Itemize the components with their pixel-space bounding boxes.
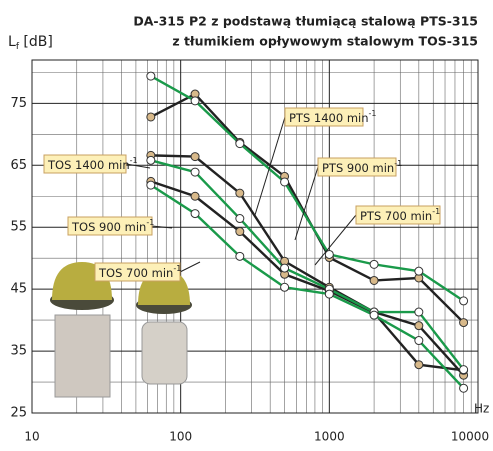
label-box — [94, 262, 181, 282]
series-label-name: PTS 1400 min — [289, 111, 369, 125]
data-point — [235, 214, 245, 224]
series-label-name: TOS 700 min — [98, 266, 173, 280]
data-point — [324, 289, 334, 299]
y-tick-label: 25 — [10, 406, 27, 421]
data-point — [369, 259, 379, 269]
label-leader — [125, 163, 151, 169]
y-axis-label-unit: [dB] — [19, 34, 53, 50]
data-point — [146, 180, 156, 190]
series-label-name: PTS 900 min — [322, 161, 394, 175]
y-axis-label-main: L — [8, 34, 16, 50]
y-tick-label: 65 — [10, 158, 27, 173]
series-label: PTS 900 min-1 — [322, 159, 402, 175]
y-tick-label: 35 — [10, 344, 27, 359]
series-label: PTS 700 min-1 — [360, 207, 440, 223]
plot-frame — [31, 59, 479, 414]
data-point — [190, 209, 200, 219]
data-point — [190, 152, 200, 162]
data-point — [146, 71, 156, 81]
data-point — [414, 321, 424, 331]
data-point — [369, 275, 379, 285]
data-point — [414, 336, 424, 346]
series-label: TOS 900 min-1 — [71, 218, 154, 234]
data-point — [235, 139, 245, 149]
data-point — [369, 310, 379, 320]
series-label-name: TOS 900 min — [71, 220, 146, 234]
y-tick-label: 45 — [10, 282, 27, 297]
series-label: TOS 1400 min-1 — [47, 156, 138, 172]
data-point — [280, 177, 290, 187]
data-point — [414, 360, 424, 370]
label-box — [355, 205, 441, 225]
series-line — [150, 75, 465, 302]
x-tick-label: 100 — [169, 430, 192, 444]
data-point — [235, 188, 245, 198]
series-label-name: TOS 1400 min — [47, 158, 130, 172]
data-point — [190, 96, 200, 106]
y-tick-label: 75 — [10, 96, 27, 111]
data-point — [235, 251, 245, 261]
data-point — [414, 266, 424, 276]
series-label: TOS 700 min-1 — [98, 264, 181, 280]
series-label: PTS 1400 min-1 — [289, 109, 377, 125]
label-leader — [179, 261, 201, 273]
data-point — [235, 227, 245, 237]
series-line — [150, 180, 464, 372]
data-point — [459, 318, 469, 328]
x-tick-label: 10000 — [451, 430, 489, 444]
data-point — [414, 307, 424, 317]
series-label-sup: -1 — [146, 218, 154, 227]
series-label-sup: -1 — [369, 109, 377, 118]
data-point — [459, 365, 469, 375]
series-label-sup: -1 — [394, 159, 402, 168]
label-leader — [294, 166, 319, 241]
data-point — [146, 112, 156, 122]
x-axis-label: Hz — [474, 402, 489, 416]
chart-title: z tłumikiem opływowym stalowym TOS-315 — [172, 34, 478, 49]
y-axis-label-sub: f — [16, 42, 20, 52]
y-axis-label: Lf [dB] — [8, 34, 53, 52]
label-box — [284, 107, 364, 127]
series-line — [150, 184, 465, 390]
series-label-name: PTS 700 min — [360, 209, 432, 223]
label-box — [317, 157, 397, 177]
series-label-sup: -1 — [173, 264, 181, 273]
series-label-sup: -1 — [130, 156, 138, 165]
data-point — [459, 296, 469, 306]
data-point — [190, 167, 200, 177]
data-point — [146, 155, 156, 165]
series-label-sup: -1 — [432, 207, 440, 216]
label-leader — [151, 225, 173, 229]
label-box — [67, 216, 153, 236]
label-box — [43, 154, 127, 174]
y-tick-label: 55 — [10, 220, 27, 235]
data-point — [280, 282, 290, 292]
data-point — [324, 249, 334, 259]
label-leader — [254, 116, 286, 216]
x-tick-label: 1000 — [314, 430, 345, 444]
data-point — [459, 383, 469, 393]
data-point — [190, 191, 200, 201]
data-point — [280, 263, 290, 273]
x-tick-label: 10 — [24, 430, 39, 444]
series-line — [150, 154, 465, 377]
label-leader — [314, 214, 357, 266]
chart-title: DA-315 P2 z podstawą tłumiącą stalową PT… — [133, 14, 478, 29]
series-line — [150, 159, 465, 371]
